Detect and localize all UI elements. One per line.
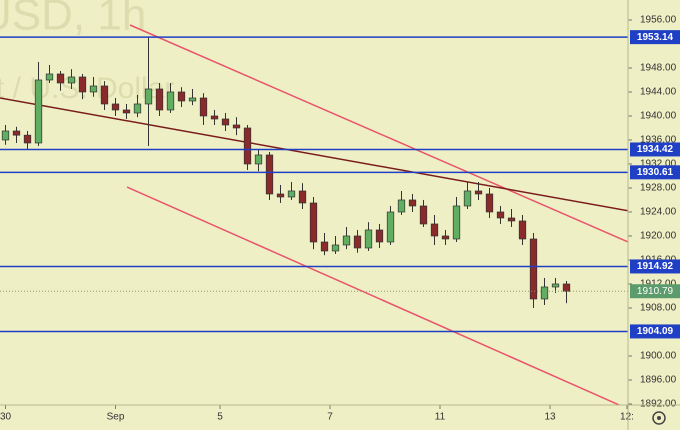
candle-body <box>199 97 208 117</box>
level-label: 1953.14 <box>637 32 674 43</box>
y-tick-label: 1924.00 <box>640 207 677 218</box>
candle-body <box>408 199 417 207</box>
x-tick-label: 7 <box>327 412 333 423</box>
candle-body <box>210 115 219 120</box>
candle-body <box>89 85 98 93</box>
candle-body <box>364 229 373 249</box>
level-label-box <box>630 324 680 339</box>
y-tick-label: 1936.00 <box>640 135 677 146</box>
y-tick-label: 1892.00 <box>640 399 677 410</box>
candle-body <box>243 127 252 165</box>
candle-body <box>562 283 571 292</box>
candle-body <box>430 223 439 237</box>
watermark-symbol: USD, 1h <box>0 0 146 40</box>
y-tick-label: 1912.00 <box>640 279 677 290</box>
candle-body <box>397 199 406 213</box>
candle-body <box>309 202 318 243</box>
candle-body <box>23 134 32 144</box>
candle-body <box>155 88 164 111</box>
candle-body <box>56 73 65 84</box>
candle-body <box>177 91 186 102</box>
candle-body <box>375 229 384 243</box>
candle-body <box>419 205 428 225</box>
candle-body <box>78 76 87 93</box>
candle-body <box>122 109 131 114</box>
last-price-box <box>630 284 680 299</box>
y-tick-label: 1944.00 <box>640 87 677 98</box>
x-tick-label: Sep <box>107 412 125 423</box>
trend-line <box>126 186 622 405</box>
level-label: 1914.92 <box>637 261 674 272</box>
y-tick-label: 1928.00 <box>640 183 677 194</box>
candle-body <box>221 118 230 126</box>
candle-body <box>452 205 461 240</box>
level-label: 1904.09 <box>637 326 674 337</box>
candle-body <box>507 217 516 222</box>
y-tick-label: 1896.00 <box>640 375 677 386</box>
x-tick-label: 30 <box>0 412 11 423</box>
candle-body <box>485 193 494 213</box>
candle-body <box>12 130 21 136</box>
trend-line <box>0 97 628 212</box>
candle-body <box>166 91 175 111</box>
level-label-box <box>630 142 680 157</box>
level-label: 1930.61 <box>637 167 674 178</box>
candle-body <box>551 283 560 288</box>
candle-body <box>100 85 109 105</box>
settings-icon-center <box>657 416 661 420</box>
candle-body <box>463 190 472 207</box>
y-tick-label: 1920.00 <box>640 231 677 242</box>
candle-body <box>540 286 549 300</box>
candle-body <box>320 241 329 252</box>
y-tick-label: 1908.00 <box>640 303 677 314</box>
candle-body <box>111 103 120 111</box>
candle-body <box>496 211 505 219</box>
candle-body <box>188 97 197 102</box>
candle-body <box>529 238 538 300</box>
candle-body <box>298 190 307 204</box>
y-tick-label: 1900.00 <box>640 351 677 362</box>
y-tick-label: 1956.00 <box>640 15 677 26</box>
candle-body <box>342 235 351 246</box>
level-label-box <box>630 30 680 45</box>
x-tick-label: 11 <box>435 412 446 423</box>
candle-body <box>144 88 153 105</box>
candle-body <box>276 193 285 198</box>
y-tick-label: 1948.00 <box>640 63 677 74</box>
level-label: 1934.42 <box>637 144 674 155</box>
trend-line <box>129 24 628 243</box>
level-label-box <box>630 165 680 180</box>
candle-body <box>45 73 54 81</box>
candle-body <box>34 79 43 144</box>
candle-body <box>386 211 395 243</box>
candle-body <box>287 190 296 198</box>
y-tick-label: 1932.00 <box>640 159 677 170</box>
y-tick-label: 1940.00 <box>640 111 677 122</box>
candle-body <box>265 154 274 195</box>
settings-icon[interactable] <box>652 411 666 425</box>
candle-body <box>441 235 450 240</box>
candle-body <box>254 154 263 165</box>
x-tick-label: 13 <box>544 412 556 423</box>
candle-body <box>232 124 241 129</box>
level-label-box <box>630 259 680 274</box>
last-price-label: 1910.79 <box>637 286 674 297</box>
candle-body <box>518 220 527 240</box>
candle-body <box>353 235 362 249</box>
candle-body <box>67 76 76 84</box>
x-tick-label: 12: <box>620 412 634 423</box>
candle-body <box>133 103 142 114</box>
candles <box>1 37 571 308</box>
candle-body <box>331 244 340 252</box>
candle-body <box>1 130 10 141</box>
x-tick-label: 5 <box>217 412 223 423</box>
candle-body <box>474 190 483 195</box>
